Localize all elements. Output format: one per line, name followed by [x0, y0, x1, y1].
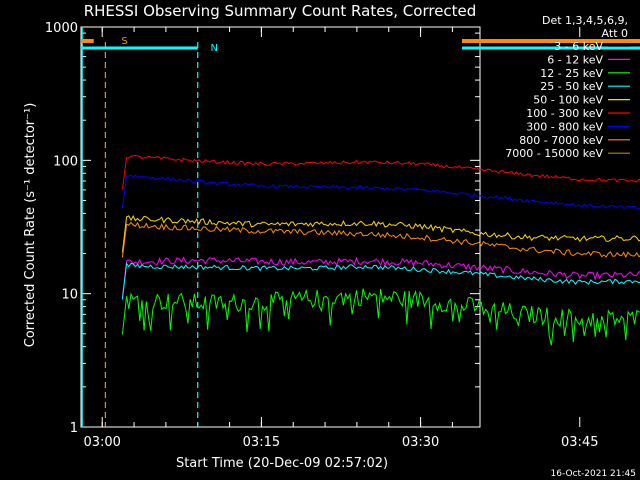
y-tick-label: 1000 — [45, 21, 78, 36]
legend-label: 3 - 6 keV — [554, 40, 603, 53]
series-line-6 — [121, 174, 640, 209]
series-line-1 — [121, 256, 640, 298]
timestamp-footer: 16-Oct-2021 21:45 — [551, 469, 636, 479]
legend-label: 25 - 50 keV — [540, 80, 603, 93]
legend-label: 6 - 12 keV — [547, 53, 603, 66]
legend-header-line-1: Det 1,3,4,5,6,9, — [542, 14, 628, 27]
y-axis-label: Corrected Count Rate (s⁻¹ detector⁻¹) — [23, 103, 38, 348]
x-tick-label: 03:45 — [561, 435, 598, 450]
plot-area: 110100100003:0003:1503:3003:4504:0004:15… — [45, 21, 640, 450]
series-line-5 — [121, 154, 640, 190]
legend-label: 7000 - 15000 keV — [505, 147, 603, 160]
series-line-2 — [121, 288, 640, 346]
legend-header-line-2: Att 0 — [602, 27, 628, 40]
chart-title: RHESSI Observing Summary Count Rates, Co… — [84, 2, 477, 20]
series-line-7 — [121, 221, 640, 259]
night-label: N — [210, 43, 217, 54]
y-tick-label: 10 — [61, 288, 78, 303]
x-axis-label: Start Time (20-Dec-09 02:57:02) — [176, 456, 388, 471]
series-line-4 — [121, 215, 640, 253]
x-tick-label: 03:00 — [83, 435, 120, 450]
y-tick-label: 100 — [53, 154, 78, 169]
series-line-0 — [121, 255, 640, 298]
legend-label: 12 - 25 keV — [540, 67, 603, 80]
y-tick-label: 1 — [70, 421, 78, 436]
legend-label: 50 - 100 keV — [533, 94, 603, 107]
x-tick-label: 03:30 — [402, 435, 439, 450]
saa-label: S — [121, 36, 127, 47]
legend-label: 800 - 7000 keV — [519, 134, 603, 147]
x-tick-label: 03:15 — [243, 435, 280, 450]
legend-label: 100 - 300 keV — [526, 107, 603, 120]
plot-frame — [80, 26, 481, 428]
series-line-3 — [121, 262, 640, 300]
legend-label: 300 - 800 keV — [526, 120, 603, 133]
